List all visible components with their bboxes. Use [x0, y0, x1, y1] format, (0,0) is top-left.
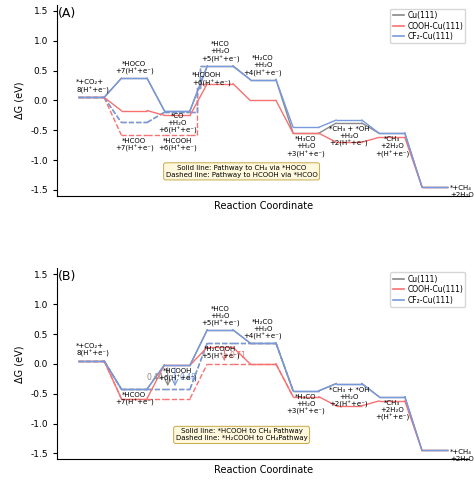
Text: Solid line: *HCOOH to CH₄ Pathway
Dashed line: *H₂COOH to CH₄Pathway: Solid line: *HCOOH to CH₄ Pathway Dashed…: [176, 428, 308, 442]
Text: *HCOOH
+6(H⁺+e⁻): *HCOOH +6(H⁺+e⁻): [158, 368, 197, 382]
Text: *HCOOH
+6(H⁺+e⁻): *HCOOH +6(H⁺+e⁻): [192, 72, 231, 86]
Text: *H₂CO
+H₂O
+4(H⁺+e⁻): *H₂CO +H₂O +4(H⁺+e⁻): [244, 319, 283, 340]
Text: *HCOO
+7(H⁺+e⁻): *HCOO +7(H⁺+e⁻): [115, 138, 154, 152]
Text: *HOCO
+7(H⁺+e⁻): *HOCO +7(H⁺+e⁻): [115, 61, 154, 76]
Text: (B): (B): [58, 270, 76, 283]
Text: *+CH₄
+2H₂O: *+CH₄ +2H₂O: [450, 449, 474, 462]
Text: *HCOOH
+6(H⁺+e⁻): *HCOOH +6(H⁺+e⁻): [158, 138, 197, 152]
Text: 0.71: 0.71: [229, 351, 246, 360]
Text: *H₃CO
+H₂O
+3(H⁺+e⁻): *H₃CO +H₂O +3(H⁺+e⁻): [287, 394, 326, 415]
Legend: Cu(111), COOH-Cu(111), CF₂-Cu(111): Cu(111), COOH-Cu(111), CF₂-Cu(111): [391, 9, 465, 43]
Text: *HCOO
+7(H⁺+e⁻): *HCOO +7(H⁺+e⁻): [115, 392, 154, 407]
Text: *CH₃
+2H₂O
+(H⁺+e⁻): *CH₃ +2H₂O +(H⁺+e⁻): [375, 400, 409, 421]
Text: *CH₃ + *OH
+H₂O
+2(H⁺+e⁻): *CH₃ + *OH +H₂O +2(H⁺+e⁻): [329, 387, 369, 408]
Legend: Cu(111), COOH-Cu(111), CF₂-Cu(111): Cu(111), COOH-Cu(111), CF₂-Cu(111): [391, 272, 465, 307]
Text: *+CH₄
+2H₂O: *+CH₄ +2H₂O: [450, 185, 474, 198]
Text: *H₂CO
+H₂O
+4(H⁺+e⁻): *H₂CO +H₂O +4(H⁺+e⁻): [244, 55, 283, 77]
Text: *+CO₂+
8(H⁺+e⁻): *+CO₂+ 8(H⁺+e⁻): [76, 343, 109, 357]
Text: *HCO
+H₂O
+5(H⁺+e⁻): *HCO +H₂O +5(H⁺+e⁻): [201, 41, 239, 63]
Text: *HCO
+H₂O
+5(H⁺+e⁻): *HCO +H₂O +5(H⁺+e⁻): [201, 306, 239, 327]
Y-axis label: ΔG (eV): ΔG (eV): [15, 345, 25, 383]
Text: *+CO₂+
8(H⁺+e⁻): *+CO₂+ 8(H⁺+e⁻): [76, 80, 109, 94]
Text: 0.44: 0.44: [146, 372, 164, 381]
Text: 0.48: 0.48: [179, 372, 196, 381]
Text: *CH₃ + *OH
+H₂O
+2(H⁺+e⁻): *CH₃ + *OH +H₂O +2(H⁺+e⁻): [329, 126, 369, 148]
Text: Solid line: Pathway to CH₄ via *HOCO
Dashed line: Pathway to HCOOH via *HCOO: Solid line: Pathway to CH₄ via *HOCO Das…: [166, 165, 318, 178]
X-axis label: Reaction Coordinate: Reaction Coordinate: [213, 465, 313, 475]
X-axis label: Reaction Coordinate: Reaction Coordinate: [213, 202, 313, 211]
Y-axis label: ΔG (eV): ΔG (eV): [15, 82, 25, 119]
Text: *CO
+H₂O
+6(H⁺+e⁻): *CO +H₂O +6(H⁺+e⁻): [158, 113, 197, 134]
Text: *H₂COOH
+5(H⁺+e⁻): *H₂COOH +5(H⁺+e⁻): [201, 346, 239, 361]
Text: *H₃CO
+H₂O
+3(H⁺+e⁻): *H₃CO +H₂O +3(H⁺+e⁻): [287, 136, 326, 158]
Text: *CH₃
+2H₂O
+(H⁺+e⁻): *CH₃ +2H₂O +(H⁺+e⁻): [375, 136, 409, 158]
Text: (A): (A): [58, 7, 76, 20]
